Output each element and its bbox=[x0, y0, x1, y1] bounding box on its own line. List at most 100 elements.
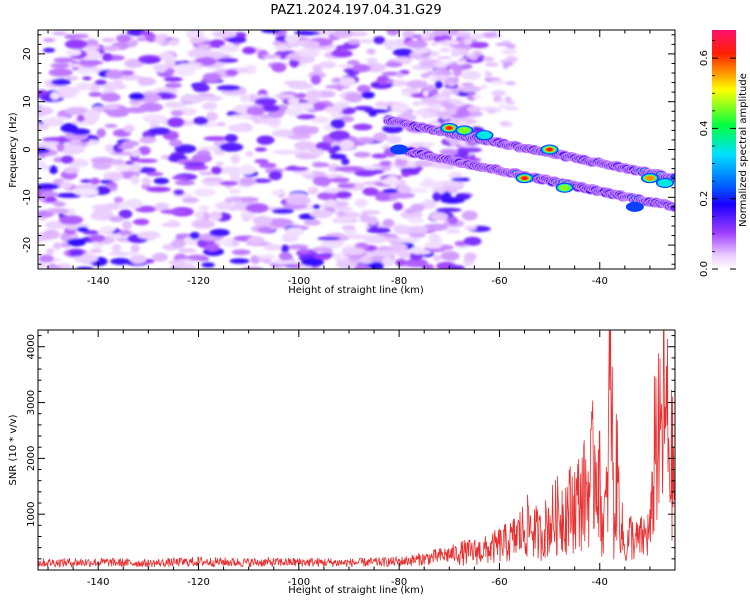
x-tick-label: -140 bbox=[87, 276, 110, 287]
noise-blob bbox=[313, 101, 328, 111]
noise-blob bbox=[347, 39, 361, 45]
noise-blob bbox=[123, 124, 135, 133]
noise-blob bbox=[38, 124, 50, 130]
ridge-peak bbox=[521, 176, 528, 180]
noise-blob bbox=[56, 142, 65, 152]
noise-blob bbox=[426, 84, 435, 91]
noise-blob bbox=[420, 109, 431, 119]
colorbar-tick-label: 0.0 bbox=[699, 261, 710, 277]
x-tick-label: -140 bbox=[87, 577, 110, 588]
noise-blob bbox=[503, 62, 514, 67]
noise-blob bbox=[355, 137, 375, 144]
y-tick-label: -10 bbox=[22, 189, 33, 205]
noise-blob bbox=[122, 220, 132, 231]
noise-blob bbox=[464, 252, 477, 262]
noise-blob bbox=[39, 141, 62, 149]
noise-blob bbox=[215, 161, 224, 167]
noise-blob bbox=[430, 42, 438, 46]
noise-blob bbox=[262, 54, 281, 59]
noise-blob bbox=[64, 34, 78, 39]
noise-blob bbox=[505, 100, 516, 105]
noise-blob bbox=[325, 199, 337, 207]
ridge-peak bbox=[390, 144, 409, 155]
noise-blob bbox=[76, 114, 85, 122]
colorbar: 0.0 0.2 0.4 0.6 Normalized spectral amplitu… bbox=[699, 30, 749, 277]
noise-blob bbox=[82, 230, 99, 235]
noise-blob bbox=[366, 227, 391, 234]
noise-blob bbox=[90, 156, 115, 164]
noise-blob bbox=[269, 218, 294, 227]
noise-blob bbox=[485, 62, 499, 67]
noise-blob bbox=[169, 265, 180, 269]
spectrogram-panel: PAZ1.2024.197.04.31.G29 -140 -120 -100 -80-… bbox=[8, 3, 676, 296]
x-tick-label: -80 bbox=[391, 276, 407, 287]
noise-blob bbox=[44, 196, 57, 203]
noise-blob bbox=[64, 106, 90, 116]
noise-blob bbox=[487, 109, 496, 114]
noise-blob bbox=[421, 199, 437, 210]
noise-blob bbox=[448, 171, 463, 180]
noise-blob bbox=[272, 149, 299, 155]
noise-blob bbox=[117, 201, 131, 209]
snr-panel: -140 -120 -100 -80 -60 -40 1000 2000 3000 4000 H… bbox=[8, 329, 676, 596]
noise-blob bbox=[198, 146, 221, 151]
noise-blob bbox=[447, 264, 465, 269]
noise-blob bbox=[425, 70, 435, 76]
noise-blob bbox=[434, 61, 448, 68]
noise-blob bbox=[303, 219, 321, 226]
noise-blob bbox=[38, 183, 60, 190]
noise-blob bbox=[203, 136, 228, 141]
noise-blob bbox=[45, 208, 70, 214]
noise-blob bbox=[259, 162, 277, 169]
noise-blob bbox=[441, 47, 450, 53]
noise-blob bbox=[106, 109, 129, 118]
noise-blob bbox=[115, 165, 132, 172]
noise-blob bbox=[251, 178, 272, 184]
noise-blob bbox=[447, 216, 459, 225]
noise-blob bbox=[154, 34, 164, 45]
noise-blob bbox=[278, 251, 293, 261]
noise-blob bbox=[385, 78, 395, 84]
noise-blob bbox=[261, 104, 281, 113]
noise-blob bbox=[109, 215, 124, 223]
noise-blob bbox=[174, 144, 197, 154]
noise-blob bbox=[134, 158, 158, 163]
noise-blob bbox=[139, 136, 157, 144]
x-tick-label: -40 bbox=[592, 276, 608, 287]
noise-blob bbox=[192, 83, 210, 93]
y-tick-label: 0 bbox=[22, 146, 33, 152]
noise-blob bbox=[428, 233, 441, 243]
noise-blob bbox=[218, 142, 244, 152]
noise-blob bbox=[353, 151, 371, 158]
noise-blob bbox=[199, 95, 223, 101]
noise-blob bbox=[259, 118, 282, 125]
noise-blob bbox=[238, 196, 259, 203]
noise-blob bbox=[198, 171, 215, 176]
noise-blob bbox=[427, 103, 444, 110]
noise-blob bbox=[198, 205, 210, 212]
noise-blob bbox=[293, 141, 316, 151]
noise-blob bbox=[435, 207, 462, 213]
noise-blob bbox=[435, 95, 451, 102]
noise-blob bbox=[167, 219, 179, 226]
x-tick-label: -100 bbox=[287, 276, 310, 287]
noise-blob bbox=[63, 167, 80, 174]
noise-blob bbox=[381, 178, 399, 185]
snr-y-axis-label: SNR (10 * v/v) bbox=[8, 414, 19, 485]
noise-blob bbox=[460, 82, 474, 87]
noise-blob bbox=[359, 39, 374, 44]
noise-blob bbox=[180, 94, 205, 104]
noise-blob bbox=[42, 137, 68, 142]
noise-blob bbox=[229, 258, 250, 264]
noise-blob bbox=[91, 106, 106, 112]
noise-blob bbox=[63, 144, 86, 155]
noise-blob bbox=[165, 82, 182, 89]
ridge-peak bbox=[645, 175, 655, 181]
noise-blob bbox=[170, 109, 184, 117]
noise-blob bbox=[137, 231, 161, 240]
noise-blob bbox=[363, 235, 388, 244]
colorbar-tick-label: 0.6 bbox=[699, 50, 710, 66]
noise-blob bbox=[136, 36, 148, 42]
noise-blob bbox=[463, 236, 482, 246]
noise-blob bbox=[373, 36, 386, 45]
